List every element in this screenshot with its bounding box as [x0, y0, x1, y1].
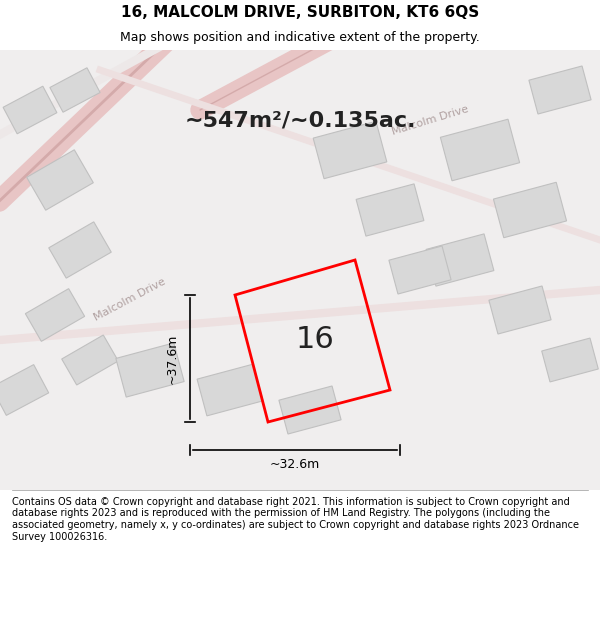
Text: Contains OS data © Crown copyright and database right 2021. This information is : Contains OS data © Crown copyright and d… — [12, 497, 579, 541]
Polygon shape — [440, 119, 520, 181]
Polygon shape — [50, 68, 100, 112]
Text: ~547m²/~0.135ac.: ~547m²/~0.135ac. — [184, 110, 416, 130]
Polygon shape — [529, 66, 591, 114]
Polygon shape — [489, 286, 551, 334]
Text: 16: 16 — [296, 326, 334, 354]
Polygon shape — [426, 234, 494, 286]
Polygon shape — [49, 222, 111, 278]
Polygon shape — [356, 184, 424, 236]
Polygon shape — [313, 121, 387, 179]
FancyBboxPatch shape — [0, 50, 600, 490]
Polygon shape — [542, 338, 598, 382]
Text: ~32.6m: ~32.6m — [270, 459, 320, 471]
Polygon shape — [116, 343, 184, 397]
Polygon shape — [3, 86, 57, 134]
Polygon shape — [197, 364, 263, 416]
Text: Malcolm Drive: Malcolm Drive — [92, 277, 167, 323]
Polygon shape — [279, 386, 341, 434]
Text: 16, MALCOLM DRIVE, SURBITON, KT6 6QS: 16, MALCOLM DRIVE, SURBITON, KT6 6QS — [121, 5, 479, 20]
Text: ~37.6m: ~37.6m — [166, 333, 179, 384]
Polygon shape — [389, 246, 451, 294]
Text: Malcolm Drive: Malcolm Drive — [391, 104, 470, 136]
Polygon shape — [62, 335, 118, 385]
Polygon shape — [0, 364, 49, 416]
Polygon shape — [493, 182, 566, 238]
Polygon shape — [26, 150, 94, 210]
Text: Map shows position and indicative extent of the property.: Map shows position and indicative extent… — [120, 31, 480, 44]
Polygon shape — [25, 289, 85, 341]
